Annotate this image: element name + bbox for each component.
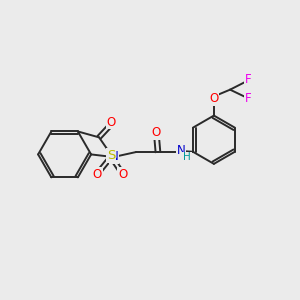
Text: O: O [118, 168, 128, 181]
Text: F: F [245, 74, 252, 86]
Text: O: O [209, 92, 218, 105]
Text: S: S [107, 149, 115, 162]
Text: O: O [152, 126, 161, 139]
Text: H: H [183, 152, 191, 162]
Text: F: F [245, 92, 252, 105]
Text: O: O [107, 116, 116, 128]
Text: N: N [110, 150, 118, 163]
Text: O: O [93, 168, 102, 181]
Text: N: N [176, 144, 185, 157]
